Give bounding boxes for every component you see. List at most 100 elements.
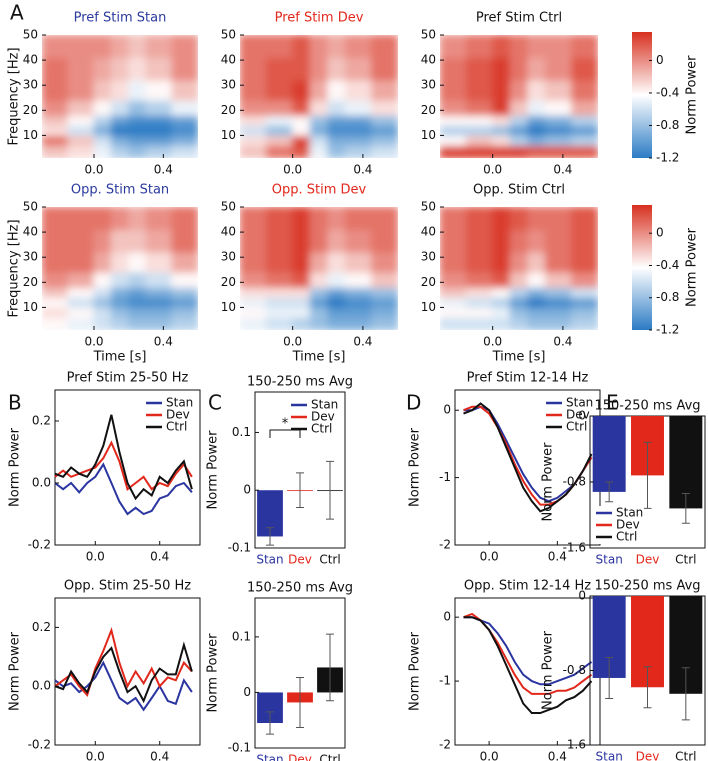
heatmap-cell bbox=[128, 134, 147, 146]
y-tick-label: 20 bbox=[421, 103, 436, 117]
legend-label: Dev bbox=[166, 408, 190, 422]
heatmap-cell bbox=[327, 286, 346, 298]
heatmap-cell bbox=[544, 35, 573, 59]
heatmap-cell bbox=[344, 271, 373, 288]
heatmap-cell bbox=[327, 306, 346, 318]
heatmap-cell bbox=[93, 306, 112, 318]
error-bar bbox=[326, 633, 334, 702]
panel-label: C bbox=[208, 391, 222, 415]
heatmap-cell bbox=[145, 114, 173, 126]
heatmap-cell bbox=[128, 316, 147, 330]
legend-label: Stan bbox=[566, 396, 593, 410]
line-series bbox=[54, 414, 193, 501]
error-bar bbox=[266, 527, 274, 546]
heatmap-cell bbox=[509, 35, 529, 59]
heatmap-cell bbox=[171, 57, 198, 81]
colorbar-tick-label: -0.4 bbox=[656, 85, 679, 99]
heatmap-cell bbox=[110, 114, 130, 126]
heatmap-cell bbox=[265, 286, 294, 298]
colorbar-label: Norm Power bbox=[685, 55, 700, 135]
heatmap-cell bbox=[67, 35, 95, 59]
line-series bbox=[54, 641, 193, 704]
heatmap-cell bbox=[240, 57, 267, 81]
bar bbox=[669, 416, 703, 509]
y-tick-label: 0 bbox=[443, 403, 451, 417]
heatmap-cell bbox=[465, 144, 494, 158]
heatmap-cell bbox=[492, 57, 511, 81]
heatmap-cell bbox=[371, 124, 398, 136]
y-tick-label: 30 bbox=[23, 250, 38, 264]
heatmap-cell bbox=[544, 57, 573, 81]
heatmap-cell bbox=[42, 35, 69, 59]
chart-title: Opp. Stim 12-14 Hz bbox=[464, 579, 591, 594]
heatmap-cell bbox=[309, 99, 329, 116]
heatmap-cell bbox=[171, 124, 198, 136]
legend-label: Stan bbox=[311, 398, 338, 412]
heatmap-cell bbox=[327, 134, 346, 146]
x-axis-label: Time [s] bbox=[93, 350, 147, 365]
heatmap-cell bbox=[440, 79, 467, 101]
heatmap-cell bbox=[309, 144, 329, 158]
x-tick-label: Stan bbox=[256, 553, 283, 567]
heatmap-cell bbox=[42, 316, 69, 330]
y-axis-label: Norm Power bbox=[408, 427, 423, 507]
plot-frame bbox=[54, 389, 201, 546]
heatmap-cell bbox=[93, 134, 112, 146]
heatmap-cell bbox=[67, 134, 95, 146]
heatmap-cell bbox=[240, 99, 267, 116]
heatmap-cell bbox=[145, 99, 173, 116]
y-tick-label: 30 bbox=[221, 78, 236, 92]
y-tick-label: 50 bbox=[421, 28, 436, 42]
x-tick-label: 0.4 bbox=[353, 335, 372, 349]
heatmap-cell bbox=[93, 124, 112, 136]
heatmap-cell bbox=[110, 271, 130, 288]
y-tick-label: -0.8 bbox=[563, 663, 586, 677]
heatmap-cell bbox=[42, 99, 69, 116]
heatmap-cell bbox=[571, 207, 598, 231]
error-bar bbox=[605, 656, 614, 699]
heatmap-cell bbox=[492, 134, 511, 146]
y-axis-label: Norm Power bbox=[206, 633, 221, 713]
heatmap-cell bbox=[42, 144, 69, 158]
heatmap-cell bbox=[171, 271, 198, 288]
x-axis-label: Time [s] bbox=[492, 350, 546, 365]
heatmap-cells bbox=[440, 35, 598, 158]
heatmap-cell bbox=[292, 316, 311, 330]
y-tick-label: 0.0 bbox=[32, 679, 51, 693]
heatmap-cell bbox=[371, 57, 398, 81]
heatmap-cell bbox=[440, 229, 467, 253]
heatmap-cell bbox=[492, 144, 511, 158]
heatmap-cell bbox=[309, 229, 329, 253]
heatmap-cell bbox=[527, 271, 546, 288]
heatmap-cell bbox=[527, 124, 546, 136]
heatmap-cell bbox=[544, 79, 573, 101]
y-tick-label: 0 bbox=[578, 589, 586, 603]
heatmap-cell bbox=[128, 251, 147, 273]
y-tick-label: 0.0 bbox=[32, 476, 51, 490]
heatmap-cell bbox=[93, 286, 112, 298]
heatmap-cell bbox=[145, 124, 173, 136]
heatmap-cell bbox=[440, 207, 467, 231]
heatmap-cell bbox=[371, 114, 398, 126]
panel-label: B bbox=[8, 391, 22, 415]
heatmap-cell bbox=[292, 144, 311, 158]
y-tick-label: 50 bbox=[23, 28, 38, 42]
heatmap-cell bbox=[240, 35, 267, 59]
heatmap-cell bbox=[309, 35, 329, 59]
heatmap-cell bbox=[571, 99, 598, 116]
heatmap-cell bbox=[492, 79, 511, 101]
heatmap-cell bbox=[292, 271, 311, 288]
heatmap-cell bbox=[171, 144, 198, 158]
heatmap-cell bbox=[67, 306, 95, 318]
x-tick-label: Stan bbox=[256, 753, 283, 761]
heatmap-cell bbox=[93, 251, 112, 273]
heatmap-cell bbox=[145, 79, 173, 101]
heatmap-cell bbox=[527, 79, 546, 101]
x-tick-label: Ctrl bbox=[675, 553, 696, 567]
y-tick-label: 20 bbox=[23, 103, 38, 117]
legend-label: Ctrl bbox=[566, 420, 587, 434]
x-tick-label: 0.0 bbox=[483, 335, 502, 349]
y-tick-label: 10 bbox=[23, 300, 38, 314]
legend-label: Dev bbox=[616, 518, 640, 532]
heatmap-cell bbox=[171, 306, 198, 318]
